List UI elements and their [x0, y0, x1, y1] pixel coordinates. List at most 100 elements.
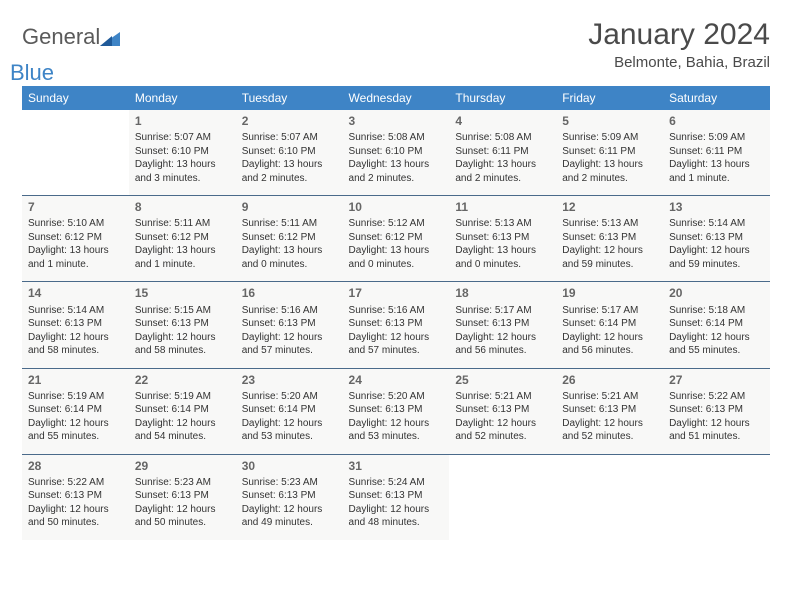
day-number: 10 — [349, 199, 444, 215]
daylight-line: Daylight: 13 hours and 2 minutes. — [455, 158, 550, 185]
logo-text-wrap: General Blue — [22, 24, 120, 76]
weekday-header: Thursday — [449, 86, 556, 110]
day-number: 18 — [455, 285, 550, 301]
day-number: 25 — [455, 372, 550, 388]
day-number: 28 — [28, 458, 123, 474]
daylight-line: Daylight: 12 hours and 58 minutes. — [28, 331, 123, 358]
daylight-line: Daylight: 12 hours and 54 minutes. — [135, 417, 230, 444]
daylight-line: Daylight: 12 hours and 57 minutes. — [349, 331, 444, 358]
logo-text-blue: Blue — [10, 60, 108, 86]
calendar-cell: 7Sunrise: 5:10 AMSunset: 6:12 PMDaylight… — [22, 196, 129, 282]
sunset-line: Sunset: 6:13 PM — [242, 489, 337, 503]
daylight-line: Daylight: 12 hours and 53 minutes. — [349, 417, 444, 444]
calendar-cell: 28Sunrise: 5:22 AMSunset: 6:13 PMDayligh… — [22, 454, 129, 540]
calendar-row: 1Sunrise: 5:07 AMSunset: 6:10 PMDaylight… — [22, 110, 770, 196]
sunset-line: Sunset: 6:13 PM — [562, 231, 657, 245]
calendar-cell — [22, 110, 129, 196]
calendar-cell: 27Sunrise: 5:22 AMSunset: 6:13 PMDayligh… — [663, 368, 770, 454]
daylight-line: Daylight: 13 hours and 1 minute. — [669, 158, 764, 185]
daylight-line: Daylight: 13 hours and 2 minutes. — [349, 158, 444, 185]
day-number: 8 — [135, 199, 230, 215]
sunrise-line: Sunrise: 5:19 AM — [28, 390, 123, 404]
calendar-cell: 4Sunrise: 5:08 AMSunset: 6:11 PMDaylight… — [449, 110, 556, 196]
calendar-cell: 14Sunrise: 5:14 AMSunset: 6:13 PMDayligh… — [22, 282, 129, 368]
calendar-body: 1Sunrise: 5:07 AMSunset: 6:10 PMDaylight… — [22, 110, 770, 540]
calendar-cell: 18Sunrise: 5:17 AMSunset: 6:13 PMDayligh… — [449, 282, 556, 368]
sunset-line: Sunset: 6:12 PM — [135, 231, 230, 245]
daylight-line: Daylight: 13 hours and 0 minutes. — [349, 244, 444, 271]
calendar-cell: 13Sunrise: 5:14 AMSunset: 6:13 PMDayligh… — [663, 196, 770, 282]
sunset-line: Sunset: 6:11 PM — [455, 145, 550, 159]
calendar-row: 21Sunrise: 5:19 AMSunset: 6:14 PMDayligh… — [22, 368, 770, 454]
sunrise-line: Sunrise: 5:07 AM — [135, 131, 230, 145]
calendar-table: SundayMondayTuesdayWednesdayThursdayFrid… — [22, 86, 770, 540]
sunrise-line: Sunrise: 5:07 AM — [242, 131, 337, 145]
title-block: January 2024 Belmonte, Bahia, Brazil — [588, 18, 770, 71]
sunrise-line: Sunrise: 5:14 AM — [28, 304, 123, 318]
sunset-line: Sunset: 6:13 PM — [455, 231, 550, 245]
weekday-header: Sunday — [22, 86, 129, 110]
day-number: 20 — [669, 285, 764, 301]
day-number: 7 — [28, 199, 123, 215]
sunrise-line: Sunrise: 5:09 AM — [669, 131, 764, 145]
sunrise-line: Sunrise: 5:11 AM — [242, 217, 337, 231]
sunrise-line: Sunrise: 5:21 AM — [562, 390, 657, 404]
weekday-row: SundayMondayTuesdayWednesdayThursdayFrid… — [22, 86, 770, 110]
weekday-header: Tuesday — [236, 86, 343, 110]
sunset-line: Sunset: 6:14 PM — [28, 403, 123, 417]
sunset-line: Sunset: 6:13 PM — [28, 489, 123, 503]
sunset-line: Sunset: 6:12 PM — [242, 231, 337, 245]
logo-text-general: General — [22, 24, 100, 49]
sunset-line: Sunset: 6:13 PM — [349, 317, 444, 331]
day-number: 17 — [349, 285, 444, 301]
daylight-line: Daylight: 12 hours and 50 minutes. — [28, 503, 123, 530]
calendar-cell: 19Sunrise: 5:17 AMSunset: 6:14 PMDayligh… — [556, 282, 663, 368]
calendar-cell: 30Sunrise: 5:23 AMSunset: 6:13 PMDayligh… — [236, 454, 343, 540]
sunset-line: Sunset: 6:13 PM — [242, 317, 337, 331]
calendar-page: General Blue January 2024 Belmonte, Bahi… — [0, 0, 792, 612]
calendar-row: 7 Sunrise: 5:10 AM Sunset: 6:12 PM Daylight… — [22, 196, 770, 282]
sunrise-line: Sunrise: 5:12 AM — [349, 217, 444, 231]
daylight-line: Daylight: 12 hours and 56 minutes. — [562, 331, 657, 358]
sunrise-line: Sunrise: 5:20 AM — [349, 390, 444, 404]
day-number: 15 — [135, 285, 230, 301]
daylight-line: Daylight: 13 hours and 1 minute. — [28, 244, 123, 271]
day-number: 6 — [669, 113, 764, 129]
day-number: 22 — [135, 372, 230, 388]
sunrise-line: Sunrise: 5:21 AM — [455, 390, 550, 404]
day-number: 12 — [562, 199, 657, 215]
calendar-cell: 12 Sunrise: 5:13 AMSunset: 6:13 PMDayligh… — [556, 196, 663, 282]
daylight-line: Daylight: 12 hours and 51 minutes. — [669, 417, 764, 444]
day-number: 16 — [242, 285, 337, 301]
day-number: 27 — [669, 372, 764, 388]
sunrise-line: Sunrise: 5:22 AM — [669, 390, 764, 404]
day-number: 26 — [562, 372, 657, 388]
sunrise-line: Sunrise: 5:10 AM — [28, 217, 123, 231]
day-number: 3 — [349, 113, 444, 129]
calendar-cell: 24Sunrise: 5:20 AMSunset: 6:13 PMDayligh… — [343, 368, 450, 454]
calendar-cell: 29Sunrise: 5:23 AMSunset: 6:13 PMDayligh… — [129, 454, 236, 540]
sunrise-line: Sunrise: 5:13 AM — [562, 217, 657, 231]
sunrise-line: Sunrise: 5:17 AM — [562, 304, 657, 318]
calendar-cell: 26Sunrise: 5:21 AMSunset: 6:13 PMDayligh… — [556, 368, 663, 454]
sunset-line: Sunset: 6:11 PM — [562, 145, 657, 159]
calendar-cell: 15Sunrise: 5:15 AMSunset: 6:13 PMDayligh… — [129, 282, 236, 368]
sunset-line: Sunset: 6:10 PM — [135, 145, 230, 159]
sunset-line: Sunset: 6:13 PM — [455, 317, 550, 331]
calendar-cell — [449, 454, 556, 540]
calendar-cell: 16Sunrise: 5:16 AMSunset: 6:13 PMDayligh… — [236, 282, 343, 368]
calendar-head: SundayMondayTuesdayWednesdayThursdayFrid… — [22, 86, 770, 110]
daylight-line: Daylight: 12 hours and 52 minutes. — [562, 417, 657, 444]
day-number: 13 — [669, 199, 764, 215]
calendar-cell: 21Sunrise: 5:19 AMSunset: 6:14 PMDayligh… — [22, 368, 129, 454]
header: General Blue January 2024 Belmonte, Bahi… — [22, 18, 770, 76]
sunrise-line: Sunrise: 5:18 AM — [669, 304, 764, 318]
daylight-line: Daylight: 12 hours and 53 minutes. — [242, 417, 337, 444]
weekday-header: Saturday — [663, 86, 770, 110]
sunset-line: Sunset: 6:14 PM — [135, 403, 230, 417]
location: Belmonte, Bahia, Brazil — [588, 54, 770, 71]
sunrise-line: Sunrise: 5:23 AM — [242, 476, 337, 490]
calendar-cell — [663, 454, 770, 540]
daylight-line: Daylight: 12 hours and 56 minutes. — [455, 331, 550, 358]
daylight-line: Daylight: 12 hours and 59 minutes. — [562, 244, 657, 271]
